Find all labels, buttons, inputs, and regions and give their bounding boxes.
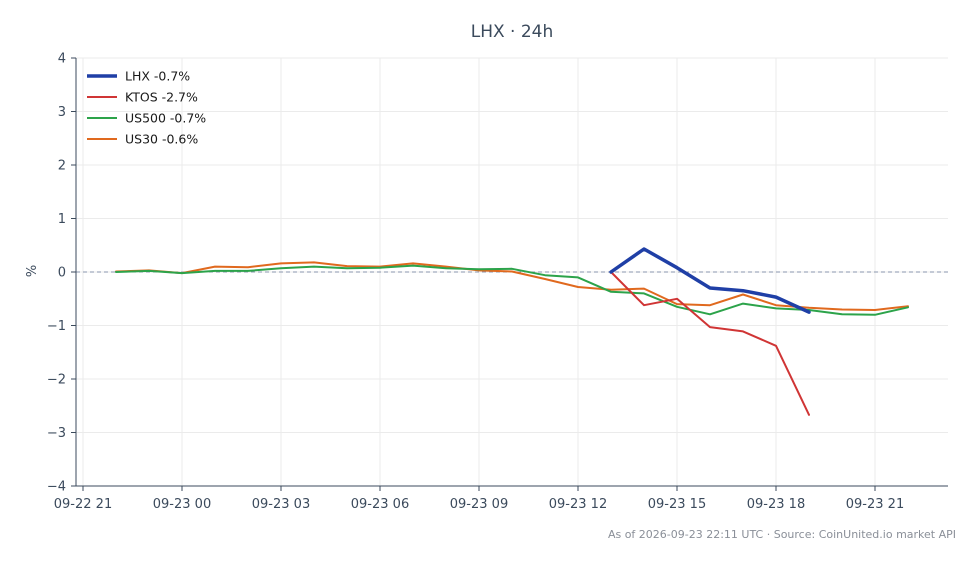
data-point-us30 <box>577 286 579 288</box>
data-point-lhx <box>610 271 612 273</box>
y-axis-label: % <box>25 265 40 277</box>
data-point-us30 <box>874 309 876 311</box>
data-point-us500 <box>874 314 876 316</box>
data-point-us500 <box>478 268 480 270</box>
series-line-us30 <box>115 261 909 311</box>
data-point-lhx <box>676 267 678 269</box>
data-point-us500 <box>346 267 348 269</box>
data-point-us500 <box>148 270 150 272</box>
y-tick-label: −2 <box>47 373 66 388</box>
y-tick-label: 1 <box>58 212 66 227</box>
data-point-us30 <box>742 293 744 295</box>
y-tick-label: 3 <box>58 105 66 120</box>
series-line-lhx <box>609 247 811 314</box>
data-point-lhx <box>709 287 711 289</box>
chart-title: LHX · 24h <box>471 22 554 42</box>
series-line-us500 <box>115 264 909 316</box>
series-group <box>115 247 909 416</box>
data-point-us500 <box>247 270 249 272</box>
x-tick-label: 09-23 15 <box>648 497 706 512</box>
data-point-us30 <box>643 287 645 289</box>
data-point-us30 <box>676 303 678 305</box>
data-point-us500 <box>709 313 711 315</box>
data-point-us500 <box>379 267 381 269</box>
data-point-ktos <box>775 345 777 347</box>
data-point-us30 <box>412 262 414 264</box>
legend-label: US500 -0.7% <box>125 111 206 126</box>
x-tick-label: 09-23 06 <box>351 497 409 512</box>
data-point-us30 <box>247 266 249 268</box>
data-point-us30 <box>313 261 315 263</box>
data-point-lhx <box>643 248 645 250</box>
y-tick-label: 0 <box>58 266 66 281</box>
data-point-ktos <box>808 414 810 416</box>
data-point-us30 <box>280 262 282 264</box>
data-point-us500 <box>313 265 315 267</box>
data-point-us500 <box>577 276 579 278</box>
footer-source: As of 2026-09-23 22:11 UTC · Source: Coi… <box>608 528 956 541</box>
x-tick-label: 09-22 21 <box>54 497 112 512</box>
legend-label: KTOS -2.7% <box>125 90 198 105</box>
data-point-us500 <box>610 291 612 293</box>
data-point-lhx <box>775 296 777 298</box>
data-point-us500 <box>742 302 744 304</box>
data-point-us500 <box>544 274 546 276</box>
data-point-us30 <box>511 270 513 272</box>
data-point-ktos <box>709 326 711 328</box>
x-tick-label: 09-23 18 <box>747 497 805 512</box>
x-tick-label: 09-23 12 <box>549 497 607 512</box>
data-point-us500 <box>907 306 909 308</box>
y-tick-label: −4 <box>47 480 66 495</box>
data-point-us500 <box>181 272 183 274</box>
data-point-us500 <box>412 264 414 266</box>
data-point-us500 <box>643 292 645 294</box>
data-point-us500 <box>841 313 843 315</box>
y-tick-label: −3 <box>47 426 66 441</box>
legend-label: US30 -0.6% <box>125 132 198 147</box>
data-point-us30 <box>709 304 711 306</box>
data-point-us500 <box>214 270 216 272</box>
y-tick-label: −1 <box>47 319 66 334</box>
data-point-ktos <box>742 330 744 332</box>
data-point-us30 <box>544 278 546 280</box>
data-point-us500 <box>280 267 282 269</box>
data-point-ktos <box>643 304 645 306</box>
data-point-ktos <box>676 298 678 300</box>
data-point-us30 <box>808 307 810 309</box>
x-tick-label: 09-23 00 <box>153 497 211 512</box>
data-point-lhx <box>808 311 810 313</box>
data-point-us500 <box>511 268 513 270</box>
data-point-lhx <box>742 290 744 292</box>
data-point-us500 <box>676 306 678 308</box>
x-tick-label: 09-23 03 <box>252 497 310 512</box>
series-line-ktos <box>610 271 810 416</box>
data-point-us500 <box>775 307 777 309</box>
legend: LHX -0.7% KTOS -2.7% US500 -0.7% US30 -0.6% <box>87 69 206 147</box>
y-tick-label: 2 <box>58 159 66 174</box>
axes: 4 3 2 1 0 −1 −2 −3 −4 09-22 21 09-23 00 09-23 03 09-… <box>47 52 948 512</box>
data-point-us30 <box>346 265 348 267</box>
x-tick-label: 09-23 21 <box>846 497 904 512</box>
legend-label: LHX -0.7% <box>125 69 190 84</box>
data-point-us500 <box>445 267 447 269</box>
data-point-us500 <box>115 271 117 273</box>
data-point-us30 <box>841 308 843 310</box>
x-tick-label: 09-23 09 <box>450 497 508 512</box>
data-point-us30 <box>214 265 216 267</box>
data-point-us30 <box>775 304 777 306</box>
y-tick-label: 4 <box>58 52 66 67</box>
